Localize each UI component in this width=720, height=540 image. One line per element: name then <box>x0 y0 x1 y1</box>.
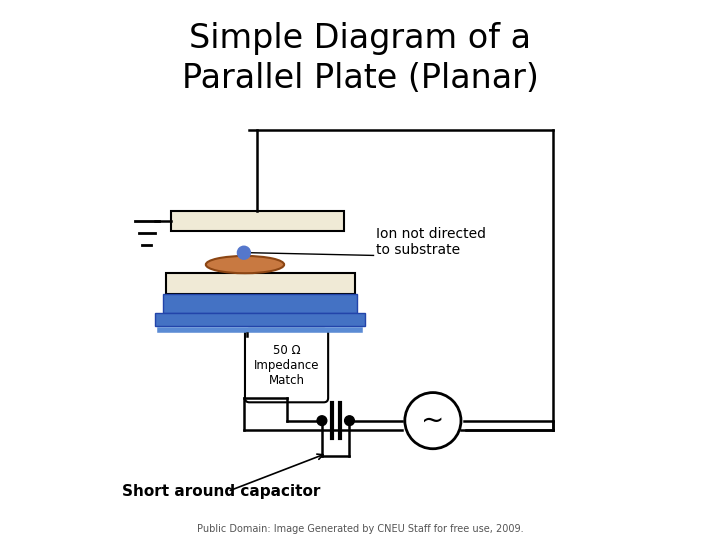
Text: Short around capacitor: Short around capacitor <box>122 484 321 499</box>
Circle shape <box>238 246 251 259</box>
FancyBboxPatch shape <box>245 329 328 402</box>
FancyBboxPatch shape <box>171 211 344 231</box>
FancyBboxPatch shape <box>163 294 357 313</box>
Text: Parallel Plate (Planar): Parallel Plate (Planar) <box>181 62 539 95</box>
Text: Ion not directed
to substrate: Ion not directed to substrate <box>376 227 486 257</box>
Circle shape <box>317 416 327 426</box>
FancyBboxPatch shape <box>166 273 355 294</box>
Circle shape <box>405 393 461 449</box>
Text: 50 Ω
Impedance
Match: 50 Ω Impedance Match <box>254 344 319 387</box>
Text: ~: ~ <box>421 407 444 435</box>
FancyBboxPatch shape <box>155 313 365 326</box>
Circle shape <box>345 416 354 426</box>
Ellipse shape <box>206 256 284 273</box>
Text: Public Domain: Image Generated by CNEU Staff for free use, 2009.: Public Domain: Image Generated by CNEU S… <box>197 523 523 534</box>
Text: Simple Diagram of a: Simple Diagram of a <box>189 22 531 55</box>
